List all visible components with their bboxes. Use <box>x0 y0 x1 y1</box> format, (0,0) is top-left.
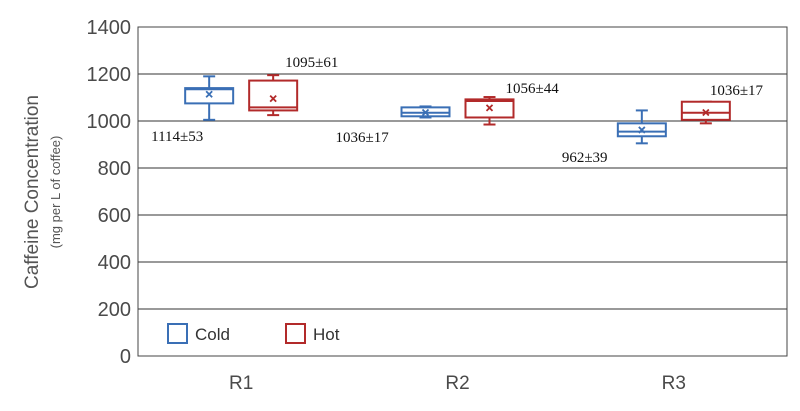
plot-frame <box>137 26 788 357</box>
mean-marker <box>205 90 213 98</box>
data-label: 962±39 <box>562 150 608 166</box>
box-hot-r3 <box>680 100 731 125</box>
legend-label: Hot <box>313 325 340 344</box>
x-tick-label: R3 <box>662 373 686 394</box>
legend-item-cold: Cold <box>167 323 230 344</box>
mean-marker <box>638 126 646 134</box>
x-tick-label: R2 <box>445 373 469 394</box>
data-label: 1114±53 <box>151 129 203 145</box>
box-cold-r2 <box>400 105 451 119</box>
mean-marker <box>269 95 277 103</box>
y-tick-label: 600 <box>98 205 131 227</box>
y-tick-label: 400 <box>98 252 131 274</box>
y-tick-label: 800 <box>98 158 131 180</box>
y-axis-subtitle: (mg per L of coffee) <box>48 136 63 249</box>
box-iqr <box>680 100 731 121</box>
axis-layer: 0 200 400 600 800 1000 1200 1400 R1 R2 R3 Caffeine … <box>22 17 788 394</box>
legend-swatch <box>285 323 306 344</box>
box-hot-r2 <box>464 96 515 126</box>
legend-swatch <box>167 323 188 344</box>
y-tick-label: 1200 <box>87 64 132 86</box>
x-tick-label: R1 <box>229 373 253 394</box>
box-layer <box>184 74 731 145</box>
box-iqr <box>184 87 235 105</box>
mean-marker <box>485 104 494 112</box>
legend-label: Cold <box>195 325 230 344</box>
data-label: 1095±61 <box>285 55 338 71</box>
data-label: 1036±17 <box>336 130 390 146</box>
mean-marker <box>702 108 710 117</box>
data-label: 1036±17 <box>710 83 764 99</box>
legend-item-hot: Hot <box>285 323 340 344</box>
y-tick-label: 200 <box>98 299 131 321</box>
box-cold-r1 <box>184 75 235 121</box>
y-tick-label: 1000 <box>87 111 132 133</box>
legend: Cold Hot <box>167 323 340 344</box>
y-tick-label: 0 <box>120 346 131 368</box>
data-label: 1056±44 <box>506 81 560 97</box>
y-tick-label: 1400 <box>87 17 132 39</box>
box-iqr <box>248 79 299 112</box>
y-axis-title: Caffeine Concentration <box>22 95 43 289</box>
box-cold-r3 <box>616 109 667 145</box>
grid-layer <box>138 73 787 310</box>
label-layer: 1114±53 1036±17 962±39 1095±61 1056±44 1036±1… <box>151 55 763 166</box>
box-hot-r1 <box>248 74 299 117</box>
mean-marker <box>421 108 430 117</box>
